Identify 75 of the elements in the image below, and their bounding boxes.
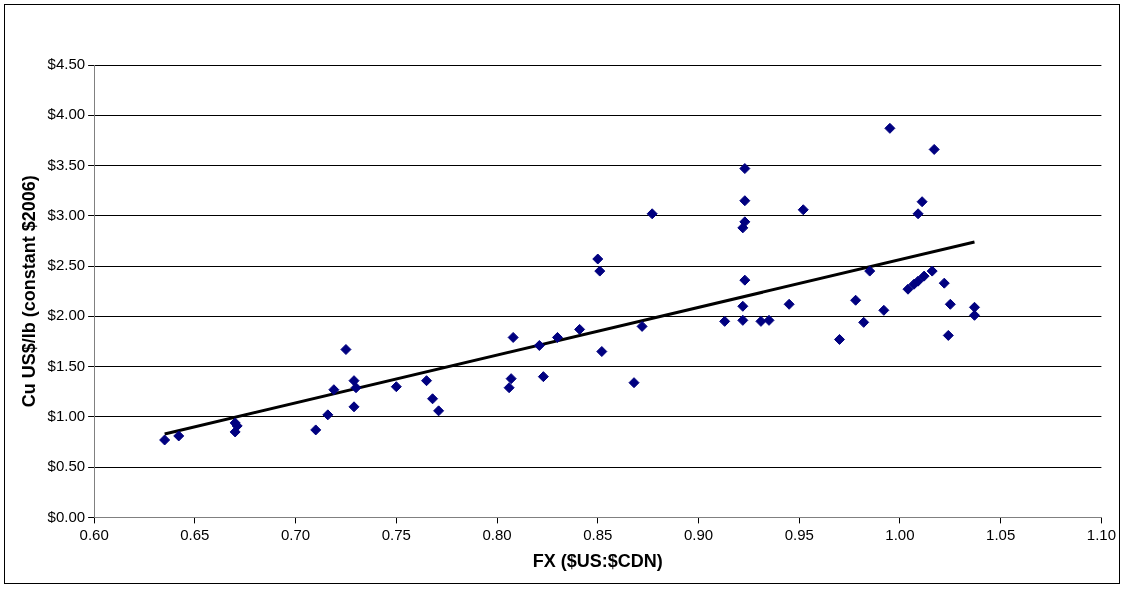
point bbox=[942, 329, 954, 341]
point bbox=[551, 331, 563, 343]
y-tick-label: $2.00 bbox=[47, 306, 86, 324]
x-tick-label: 0.70 bbox=[280, 525, 311, 543]
point bbox=[173, 430, 185, 442]
point bbox=[574, 323, 586, 335]
point bbox=[850, 294, 862, 306]
x-tick-label: 0.75 bbox=[381, 525, 411, 543]
y-tick-label: $1.00 bbox=[47, 407, 86, 425]
y-tick-label: $4.00 bbox=[47, 105, 86, 123]
point bbox=[834, 333, 846, 345]
y-tick-label: $2.50 bbox=[47, 256, 86, 274]
point bbox=[533, 339, 545, 351]
point bbox=[912, 208, 924, 220]
x-tick-label: 0.85 bbox=[583, 525, 613, 543]
point bbox=[783, 298, 795, 310]
y-tick-label: $0.50 bbox=[47, 457, 86, 475]
point bbox=[944, 298, 956, 310]
point bbox=[427, 393, 439, 405]
y-axis-title: Cu US$/lb (constant $2006) bbox=[18, 175, 39, 408]
point bbox=[928, 143, 940, 155]
point bbox=[739, 163, 751, 175]
point bbox=[328, 384, 340, 396]
point bbox=[503, 382, 515, 394]
x-tick-label: 1.10 bbox=[1086, 525, 1116, 543]
point bbox=[763, 314, 775, 326]
point bbox=[912, 275, 924, 287]
point bbox=[858, 316, 870, 328]
point bbox=[916, 196, 928, 208]
x-tick-label: 0.65 bbox=[180, 525, 210, 543]
point bbox=[884, 122, 896, 134]
point bbox=[739, 274, 751, 286]
x-tick-label: 1.05 bbox=[986, 525, 1016, 543]
y-tick-label: $4.50 bbox=[47, 55, 86, 73]
x-axis-title: FX ($US:$CDN) bbox=[532, 551, 663, 572]
point bbox=[755, 315, 767, 327]
point bbox=[390, 381, 402, 393]
point bbox=[636, 320, 648, 332]
point bbox=[433, 405, 445, 417]
point bbox=[864, 265, 876, 277]
point bbox=[322, 409, 334, 421]
point bbox=[719, 315, 731, 327]
x-tick-label: 0.80 bbox=[482, 525, 512, 543]
point bbox=[537, 371, 549, 383]
y-tick-label: $0.00 bbox=[47, 507, 86, 525]
point bbox=[797, 204, 809, 216]
x-tick-label: 0.60 bbox=[79, 525, 109, 543]
point bbox=[737, 300, 749, 312]
point bbox=[421, 375, 433, 387]
point bbox=[926, 265, 938, 277]
x-tick-label: 1.00 bbox=[885, 525, 915, 543]
point bbox=[938, 277, 950, 289]
point bbox=[646, 208, 658, 220]
y-tick-label: $1.50 bbox=[47, 356, 86, 374]
point bbox=[310, 424, 322, 436]
point bbox=[350, 382, 362, 394]
point bbox=[592, 253, 604, 265]
point bbox=[918, 270, 930, 282]
x-tick-label: 0.95 bbox=[784, 525, 814, 543]
point bbox=[505, 373, 517, 385]
point bbox=[159, 434, 171, 446]
point bbox=[596, 346, 608, 358]
point bbox=[348, 401, 360, 413]
point bbox=[968, 301, 980, 313]
point bbox=[739, 195, 751, 207]
point bbox=[507, 331, 519, 343]
y-tick-label: $3.00 bbox=[47, 205, 86, 223]
x-tick-label: 0.90 bbox=[683, 525, 714, 543]
y-tick-label: $3.50 bbox=[47, 155, 86, 173]
point bbox=[594, 265, 606, 277]
point bbox=[737, 314, 749, 326]
point bbox=[340, 344, 352, 356]
point bbox=[878, 304, 890, 316]
point bbox=[628, 377, 640, 389]
point bbox=[902, 283, 914, 295]
